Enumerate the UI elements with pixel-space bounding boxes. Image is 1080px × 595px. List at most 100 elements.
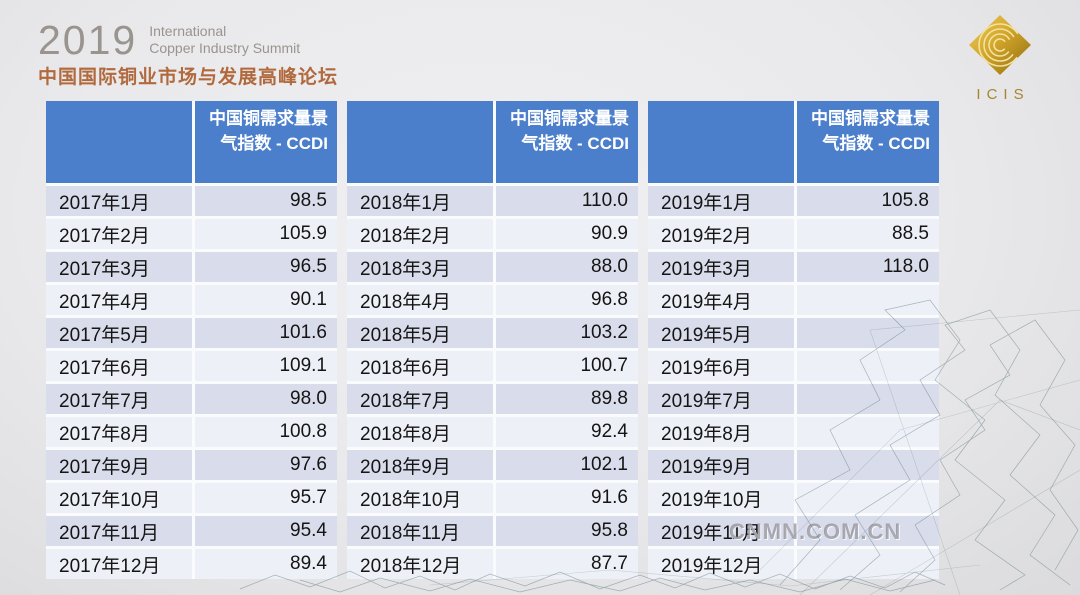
table-header-blank-cell [347,101,493,183]
table-row: 2019年9月 [648,450,939,480]
value-cell: 97.6 [192,450,337,480]
table-header-label: 中国铜需求量景气指数 - CCDI [493,101,638,183]
brand-title-en-line2: Copper Industry Summit [149,40,301,56]
value-cell [794,483,939,513]
value-cell: 110.0 [493,186,638,216]
month-cell: 2017年12月 [46,549,192,579]
table-row: 2017年10月 95.7 [46,483,337,513]
table-header-blank-cell [46,101,192,183]
value-cell: 98.5 [192,186,337,216]
value-cell: 95.4 [192,516,337,546]
table-row: 2019年7月 [648,384,939,414]
month-cell: 2017年2月 [46,219,192,249]
month-cell: 2019年9月 [648,450,794,480]
table-row: 2018年2月 90.9 [347,219,638,249]
value-cell: 100.7 [493,351,638,381]
icis-logo-icon [969,15,1031,75]
month-cell: 2018年11月 [347,516,493,546]
month-cell: 2019年3月 [648,252,794,282]
month-cell: 2019年8月 [648,417,794,447]
value-cell: 98.0 [192,384,337,414]
value-cell: 87.7 [493,549,638,579]
value-cell: 96.5 [192,252,337,282]
month-cell: 2019年7月 [648,384,794,414]
value-cell [794,516,939,546]
month-cell: 2017年11月 [46,516,192,546]
value-cell: 100.8 [192,417,337,447]
table-row: 2019年12月 [648,549,939,579]
table-row: 2017年5月 101.6 [46,318,337,348]
table-row: 2017年7月 98.0 [46,384,337,414]
table-row: 2018年1月 110.0 [347,186,638,216]
table-row: 2017年11月 95.4 [46,516,337,546]
value-cell [794,318,939,348]
icis-logo: ICIS [958,8,1042,103]
table-body: 2018年1月 110.0 2018年2月 90.9 2018年3月 88.0 2018年4… [347,186,638,579]
value-cell: 118.0 [794,252,939,282]
month-cell: 2018年6月 [347,351,493,381]
brand-title-en-line1: International [149,23,227,39]
table-header: 中国铜需求量景气指数 - CCDI [648,101,939,183]
table-row: 2017年9月 97.6 [46,450,337,480]
table-row: 2018年11月 95.8 [347,516,638,546]
month-cell: 2018年4月 [347,285,493,315]
value-cell: 102.1 [493,450,638,480]
value-cell: 91.6 [493,483,638,513]
table-row: 2019年5月 [648,318,939,348]
value-cell: 92.4 [493,417,638,447]
table-row: 2019年6月 [648,351,939,381]
table-row: 2017年12月 89.4 [46,549,337,579]
value-cell: 88.0 [493,252,638,282]
value-cell: 103.2 [493,318,638,348]
month-cell: 2019年1月 [648,186,794,216]
month-cell: 2018年3月 [347,252,493,282]
table-row: 2018年10月 91.6 [347,483,638,513]
ccdi-table-2018: 中国铜需求量景气指数 - CCDI 2018年1月 110.0 2018年2月 90.… [347,101,638,579]
month-cell: 2018年7月 [347,384,493,414]
table-row: 2017年8月 100.8 [46,417,337,447]
table-row: 2019年4月 [648,285,939,315]
value-cell [794,549,939,579]
ccdi-table-2019: 中国铜需求量景气指数 - CCDI 2019年1月 105.8 2019年2月 88.… [648,101,939,579]
value-cell [794,285,939,315]
month-cell: 2017年9月 [46,450,192,480]
table-header-label: 中国铜需求量景气指数 - CCDI [794,101,939,183]
table-row: 2018年12月 87.7 [347,549,638,579]
value-cell: 96.8 [493,285,638,315]
table-header-label: 中国铜需求量景气指数 - CCDI [192,101,337,183]
table-row: 2017年1月 98.5 [46,186,337,216]
month-cell: 2019年12月 [648,549,794,579]
month-cell: 2017年7月 [46,384,192,414]
month-cell: 2019年10月 [648,483,794,513]
month-cell: 2018年8月 [347,417,493,447]
icis-logo-text: ICIS [976,86,1030,103]
value-cell [794,417,939,447]
month-cell: 2017年10月 [46,483,192,513]
table-row: 2018年6月 100.7 [347,351,638,381]
month-cell: 2017年4月 [46,285,192,315]
table-row: 2018年9月 102.1 [347,450,638,480]
table-header-blank-cell [648,101,794,183]
month-cell: 2019年11月 [648,516,794,546]
month-cell: 2017年1月 [46,186,192,216]
watermark: CNMN.COM.CN [729,519,902,544]
table-row: 2017年2月 105.9 [46,219,337,249]
month-cell: 2019年2月 [648,219,794,249]
table-row: 2018年5月 103.2 [347,318,638,348]
table-row: 2019年3月 118.0 [648,252,939,282]
value-cell: 109.1 [192,351,337,381]
value-cell: 89.8 [493,384,638,414]
table-body: 2017年1月 98.5 2017年2月 105.9 2017年3月 96.5 2017年4… [46,186,337,579]
month-cell: 2019年4月 [648,285,794,315]
month-cell: 2018年12月 [347,549,493,579]
value-cell [794,384,939,414]
table-body: 2019年1月 105.8 2019年2月 88.5 2019年3月 118.0 2019年… [648,186,939,579]
value-cell: 88.5 [794,219,939,249]
brand-year: 2019 [38,17,138,63]
table-header: 中国铜需求量景气指数 - CCDI [347,101,638,183]
table-row: 2018年8月 92.4 [347,417,638,447]
month-cell: 2018年10月 [347,483,493,513]
ccdi-table-2017: 中国铜需求量景气指数 - CCDI 2017年1月 98.5 2017年2月 105.… [46,101,337,579]
value-cell [794,450,939,480]
